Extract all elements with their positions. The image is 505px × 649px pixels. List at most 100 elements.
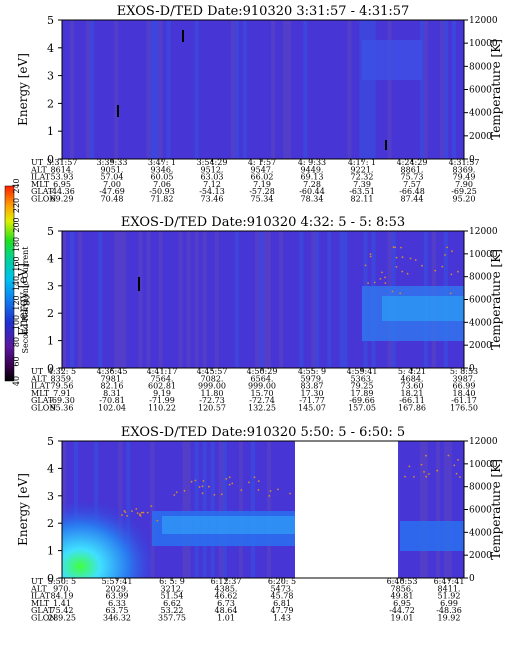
spectrogram-strip xyxy=(279,20,284,159)
table-cell: 7.90 xyxy=(455,180,473,189)
row-label: MLT xyxy=(31,180,50,189)
spectrogram-strip xyxy=(435,441,441,578)
spectrogram-strip xyxy=(150,231,155,368)
table-cell: 132.25 xyxy=(248,404,276,413)
spectrogram-strip xyxy=(443,441,449,578)
table-cell: -48.36 xyxy=(436,606,462,615)
temperature-point xyxy=(449,292,452,295)
y2-tick-label: 4000 xyxy=(469,528,492,538)
spectrogram-strip xyxy=(210,441,215,578)
table-cell: 8359. xyxy=(51,374,74,383)
temperature-point xyxy=(248,481,250,484)
spectrogram-strip xyxy=(307,231,312,368)
spectrogram-strip xyxy=(387,20,392,159)
spectrogram-strip xyxy=(166,20,171,159)
spectrogram-strip xyxy=(114,231,119,368)
spectrogram-strip xyxy=(206,20,211,159)
colorbar: 40 60 80 100 120 140 160 180 200 220 240 Second Ha… xyxy=(4,178,30,386)
row-label: MLT xyxy=(31,389,50,398)
spectrogram-strip xyxy=(178,20,183,159)
temperature-point xyxy=(146,511,149,514)
spectrogram-strip xyxy=(263,441,268,578)
temperature-point xyxy=(459,476,461,478)
table-cell: 70.48 xyxy=(101,195,124,204)
spectrogram-strip xyxy=(158,20,163,159)
row-label: MLT xyxy=(31,599,50,608)
spectrogram-strip xyxy=(238,441,244,578)
y-axis-label: Energy [eV] xyxy=(16,53,30,126)
table-cell: 4684. xyxy=(401,374,424,383)
table-cell: 47.79 xyxy=(271,606,294,615)
row-label: ALT xyxy=(30,165,47,174)
table-cell: 5:57:41 xyxy=(102,577,133,586)
enhancement-core xyxy=(162,516,295,534)
table-cell: 7.57 xyxy=(403,180,421,189)
y2-tick-label: 0 xyxy=(469,574,475,584)
temperature-point xyxy=(136,512,139,514)
row-label: GLAT xyxy=(31,187,54,196)
y2-tick-label: 2000 xyxy=(469,341,492,351)
spectrogram-strip xyxy=(347,231,352,368)
spectrogram-strip xyxy=(439,20,445,159)
temperature-point xyxy=(457,270,459,273)
temperature-point xyxy=(455,472,458,475)
temperature-point xyxy=(126,515,128,517)
spectrogram-strip xyxy=(110,20,115,159)
temperature-point xyxy=(453,464,456,467)
table-cell: 84.19 xyxy=(51,592,74,601)
spectrogram-strip xyxy=(267,441,272,578)
colorbar-scale xyxy=(4,185,15,382)
spectrogram-strip xyxy=(347,20,352,159)
temperature-point xyxy=(450,273,453,276)
spectrogram-strip xyxy=(259,20,264,159)
table-cell: 346.32 xyxy=(103,614,131,623)
y-tick-label: 3 xyxy=(47,280,54,293)
temperature-point xyxy=(289,492,291,495)
spectrogram-strip xyxy=(238,20,244,159)
temperature-point xyxy=(228,476,231,479)
spectrogram-strip xyxy=(331,231,336,368)
spectrogram-strip xyxy=(246,20,252,159)
table-cell: 3:47: 1 xyxy=(148,158,176,167)
spectrogram-strip xyxy=(283,231,288,368)
spectrogram-strip xyxy=(158,441,163,578)
data-spike xyxy=(117,105,119,117)
spectrogram-strip xyxy=(295,231,300,368)
table-cell: 6.81 xyxy=(273,599,291,608)
temperature-point xyxy=(173,494,176,496)
spectrogram-strip xyxy=(351,231,356,368)
spectrogram-strip xyxy=(122,20,127,159)
table-cell: 71.82 xyxy=(151,195,174,204)
table-cell: 3:54:29 xyxy=(197,158,228,167)
temperature-point xyxy=(395,266,398,268)
spectrogram-strip xyxy=(447,441,453,578)
spectrogram-strip xyxy=(443,20,449,159)
y2-axis-label: Temperature [K] xyxy=(489,459,503,560)
y2-tick-label: 4000 xyxy=(469,318,492,328)
spectrogram-strip xyxy=(94,231,99,368)
temperature-point xyxy=(395,256,398,259)
spectrogram-strip xyxy=(202,231,207,368)
temperature-point xyxy=(364,264,367,267)
y-axis-label: Energy [eV] xyxy=(16,263,30,336)
spectrogram-strip xyxy=(74,20,79,159)
spectrogram-strip xyxy=(391,20,396,159)
table-cell: 4:59:41 xyxy=(347,367,378,376)
y-tick-label: 4 xyxy=(47,42,54,55)
spectrogram-strip xyxy=(118,231,123,368)
spectrogram-strip xyxy=(154,441,159,578)
table-cell: 7082. xyxy=(201,374,224,383)
data-spike xyxy=(385,140,387,150)
spectrogram-strip xyxy=(291,231,296,368)
table-cell: 69.13 xyxy=(301,173,324,182)
table-cell: 79.49 xyxy=(453,173,476,182)
spectrogram-strip xyxy=(226,441,232,578)
temperature-point xyxy=(414,259,417,261)
table-cell: 7.39 xyxy=(353,180,371,189)
table-cell: 6.99 xyxy=(440,599,458,608)
spectrogram-strip xyxy=(435,20,441,159)
table-cell: 19.01 xyxy=(391,614,414,623)
colorbar-tick-label: 220 xyxy=(12,198,21,213)
spectrogram-strip xyxy=(146,20,151,159)
panel-title: EXOS-D/TED Date:910320 5:50: 5 - 6:50: 5 xyxy=(121,425,405,440)
